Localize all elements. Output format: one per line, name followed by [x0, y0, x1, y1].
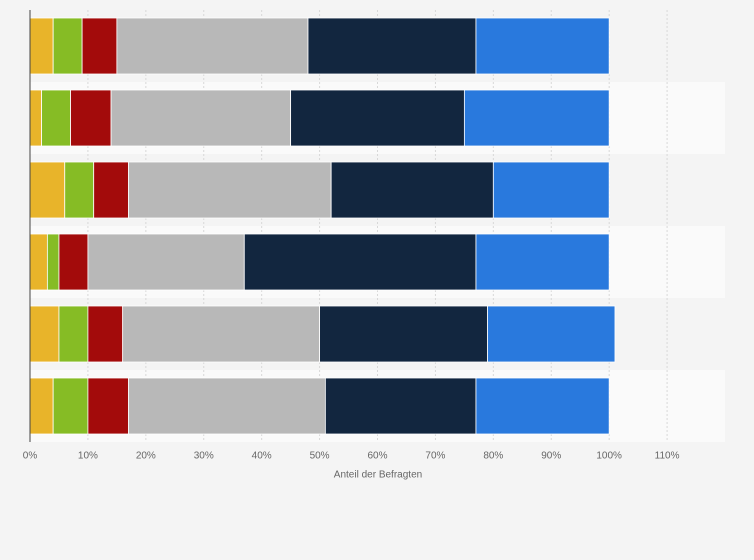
bar-segment	[87, 305, 124, 363]
bar-segment	[29, 17, 54, 75]
bar-segment	[29, 161, 66, 219]
bar-segment	[93, 161, 129, 219]
x-tick-label: 30%	[194, 451, 214, 462]
bar-segment	[290, 89, 465, 147]
bar-segment	[319, 305, 488, 363]
bar-segment	[64, 161, 95, 219]
bar-segment	[330, 161, 494, 219]
x-tick-label: 110%	[655, 451, 680, 462]
x-tick-label: 80%	[483, 451, 503, 462]
x-tick-label: 90%	[541, 451, 561, 462]
bar-segment	[128, 377, 326, 435]
bar-segment	[29, 377, 54, 435]
bar-segment	[243, 233, 477, 291]
bar-segment	[52, 17, 83, 75]
bar-segment	[87, 233, 245, 291]
x-tick-label: 60%	[367, 451, 387, 462]
bar-segment	[81, 17, 118, 75]
bar-segment	[41, 89, 71, 147]
bar-segment	[487, 305, 616, 363]
bar-segment	[492, 161, 610, 219]
x-tick-label: 100%	[596, 451, 622, 462]
bar-segment	[87, 377, 129, 435]
bar-segment	[52, 377, 89, 435]
bar-segment	[128, 161, 332, 219]
bar-segment	[29, 305, 60, 363]
bar-segment	[475, 17, 610, 75]
bar-segment	[29, 89, 42, 147]
bar-segment	[475, 233, 610, 291]
x-tick-label: 50%	[310, 451, 330, 462]
bar-segment	[29, 233, 48, 291]
bar-segment	[324, 377, 477, 435]
bar-segment	[58, 233, 89, 291]
bar-segment	[307, 17, 477, 75]
bar-segment	[46, 233, 60, 291]
bar-segment	[110, 89, 292, 147]
bar-segment	[58, 305, 89, 363]
x-tick-label: 0%	[23, 451, 38, 462]
x-tick-label: 40%	[252, 451, 272, 462]
bar-segment	[475, 377, 610, 435]
bar-segment	[70, 89, 112, 147]
bar-segment	[116, 17, 309, 75]
bar-segment	[122, 305, 320, 363]
x-tick-label: 20%	[136, 451, 156, 462]
bar-segment	[463, 89, 610, 147]
x-tick-label: 10%	[78, 451, 98, 462]
x-axis-label: Anteil der Befragten	[334, 470, 422, 481]
x-tick-label: 70%	[425, 451, 445, 462]
